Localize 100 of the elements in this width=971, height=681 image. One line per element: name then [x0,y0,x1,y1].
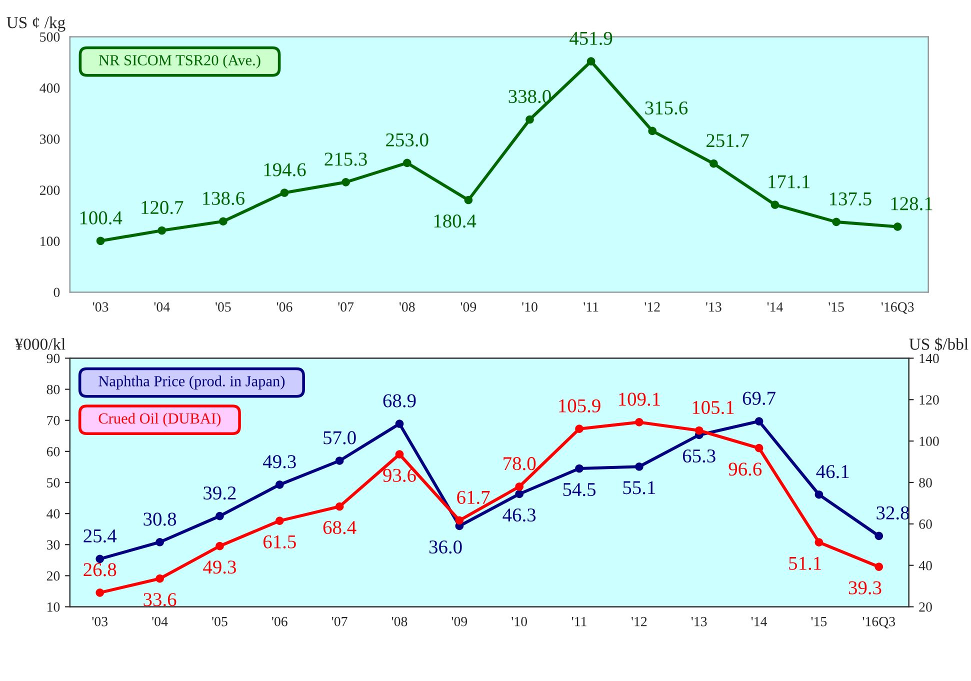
x-tick-label: '06 [276,302,292,312]
data-label: 25.4 [84,529,117,543]
y-tick-label: 0 [54,288,60,298]
x-tick-label: '13 [692,616,707,626]
y2-axis-title: US $/bbl [909,338,968,351]
point [648,126,657,136]
x-tick-label: '04 [152,616,168,626]
data-label: 215.3 [324,152,367,166]
point [575,464,584,473]
data-label: 171.1 [768,175,810,188]
y-tick-label: 400 [40,83,60,93]
y2-tick-label: 80 [919,478,932,488]
x-tick-label: '14 [767,302,783,312]
point [832,218,840,226]
y-tick-label: 80 [46,384,60,394]
data-label: 138.6 [203,192,244,205]
x-tick-label: '11 [584,302,598,312]
y-axis-title: ¥000/kl [14,338,66,350]
y-tick-label: 500 [40,32,60,42]
data-label: 315.6 [645,101,688,115]
point [96,554,104,564]
point [635,462,644,471]
point [335,502,344,511]
x-tick-label: '16Q3 [862,616,896,628]
data-label: 36.0 [429,540,462,554]
point [515,482,524,491]
y-tick-label: 200 [40,186,60,195]
x-tick-label: '07 [332,616,348,626]
x-tick-label: '03 [92,616,108,626]
y2-tick-label: 60 [919,520,932,529]
data-label: 26.8 [84,563,116,576]
data-label: 109.1 [619,392,660,406]
data-label: 253.0 [386,133,428,147]
y-tick-label: 100 [40,236,60,246]
point [770,200,780,209]
point [219,217,228,226]
y2-tick-label: 120 [920,395,939,405]
x-tick-label: '12 [644,302,660,312]
data-label: 57.0 [324,431,356,444]
point [575,424,584,434]
x-tick-label: '08 [392,616,408,626]
point [342,178,350,186]
data-label: 61.5 [263,535,296,548]
x-tick-label: '05 [216,302,231,312]
x-tick-label: '12 [632,616,647,626]
data-label: 46.3 [502,508,536,522]
y2-tick-label: 20 [919,602,932,612]
point [586,57,596,66]
x-tick-label: '15 [828,302,844,312]
point [754,444,764,452]
x-tick-label: '09 [452,616,468,626]
data-label: 54.5 [563,483,596,496]
data-label: 65.3 [682,449,716,463]
point [754,417,764,426]
x-tick-label: '15 [811,616,827,626]
data-label: 100.4 [80,211,122,225]
y-tick-label: 70 [47,416,60,426]
point [814,490,824,499]
point [280,188,289,197]
text: NR SICOM TSR20 (Ave.) [98,54,260,69]
x-tick-label: '11 [572,616,586,626]
data-label: 180.4 [434,214,476,228]
x-tick-label: '08 [400,302,415,312]
data-label: 39.2 [204,486,236,500]
point [335,456,344,465]
y2-tick-label: 100 [920,436,939,446]
data-label: 338.0 [508,90,551,104]
data-label: 49.3 [263,455,296,468]
x-tick-label: '03 [92,302,108,312]
x-tick-label: '10 [522,302,538,312]
text: Crued Oil (DUBAI) [98,412,221,427]
data-label: 39.3 [848,581,882,594]
data-label: 68.9 [383,394,416,408]
data-label: 105.9 [559,399,600,412]
text: Naphtha Price (prod. in Japan) [98,376,285,390]
point [694,426,704,435]
point [464,196,473,204]
point [526,115,534,124]
point [455,516,464,525]
point [275,516,284,525]
point [96,588,104,597]
x-tick-label: '13 [706,302,722,312]
point [216,542,224,550]
data-label: 128.1 [891,197,932,210]
data-label: 51.1 [789,556,821,570]
point [635,418,644,426]
y-tick-label: 30 [46,540,60,550]
y-tick-label: 10 [48,602,60,612]
data-label: 61.7 [457,490,490,504]
point [395,420,404,428]
data-label: 451.9 [570,32,612,45]
data-label: 32.8 [876,506,910,520]
point [158,226,166,235]
data-label: 93.6 [383,468,416,482]
y-axis-title: US ¢ /kg [6,16,66,32]
y-tick-label: 90 [46,354,60,364]
point [402,158,412,168]
x-tick-label: '05 [212,616,228,626]
x-tick-label: '09 [460,302,476,312]
x-tick-label: '10 [512,616,528,626]
